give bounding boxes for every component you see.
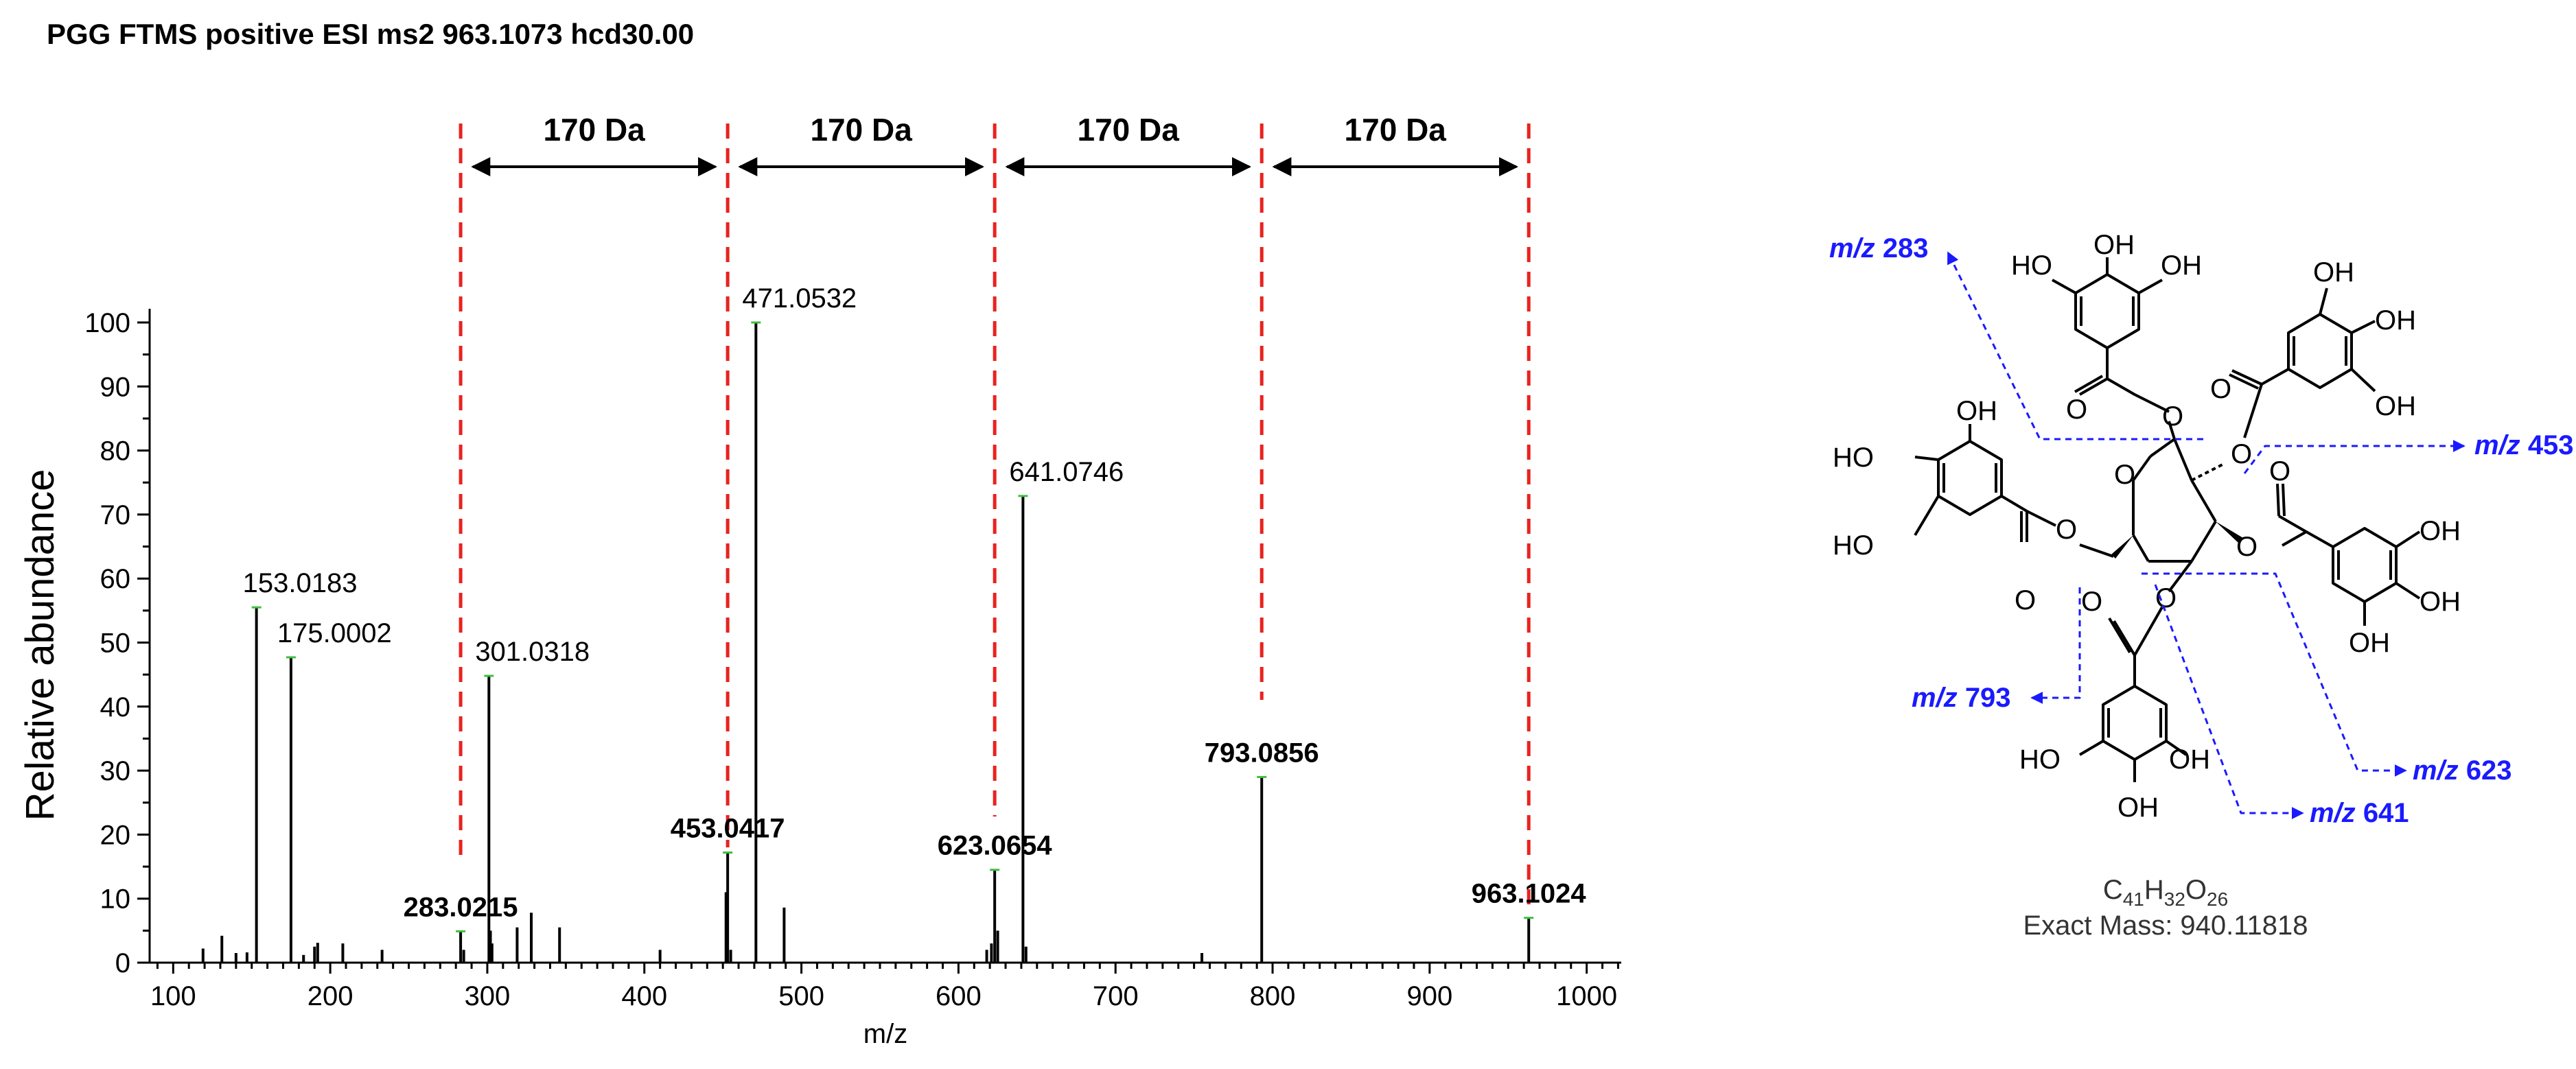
x-tick-label: 500 bbox=[778, 981, 824, 1011]
x-tick-label: 900 bbox=[1406, 981, 1452, 1011]
x-tick-label: 600 bbox=[936, 981, 982, 1011]
atom-oh: OH bbox=[2420, 587, 2461, 617]
fragment-label-453: m/z 453 bbox=[2474, 430, 2574, 460]
atom-oh: OH bbox=[2375, 305, 2416, 336]
y-tick-label: 70 bbox=[100, 500, 131, 530]
galloyl-bottom bbox=[2078, 607, 2188, 782]
y-tick-label: 50 bbox=[100, 629, 131, 659]
atom-ho: HO bbox=[1833, 443, 1874, 473]
atom-o: O bbox=[2066, 395, 2087, 425]
galloyl-top bbox=[2052, 257, 2170, 413]
chart-title: PGG FTMS positive ESI ms2 963.1073 hcd30… bbox=[47, 18, 694, 50]
atom-oh: OH bbox=[2349, 628, 2390, 658]
atom-ho: HO bbox=[2011, 250, 2052, 281]
fragment-line-623 bbox=[2142, 572, 2407, 777]
peak-label: 793.0856 bbox=[1205, 738, 1319, 768]
mass-difference-label: 170 Da bbox=[1345, 112, 1447, 148]
fragment-label-623: m/z 623 bbox=[2413, 755, 2512, 786]
x-ticks: 100 200 300 400 500 600 700 800 900 1000 bbox=[150, 963, 1619, 1011]
peak-label: 453.0417 bbox=[671, 814, 785, 844]
y-axis-label: Relative abundance bbox=[18, 469, 62, 821]
atom-ho: HO bbox=[1833, 530, 1874, 561]
peak-label: 153.0183 bbox=[243, 568, 358, 598]
y-tick-label: 90 bbox=[100, 372, 131, 402]
y-tick-label: 40 bbox=[100, 692, 131, 723]
peak-labels: 153.0183 175.0002 301.0318 471.0532 641.0746… bbox=[243, 283, 1587, 922]
mass-difference-dividers bbox=[459, 124, 1531, 906]
spectrum-chart: 170 Da 170 Da 170 Da 170 Da 153.0183 175.000… bbox=[18, 112, 1621, 1049]
fragment-line-453 bbox=[2243, 440, 2465, 474]
molecular-formula: C41H32O26 bbox=[2103, 875, 2228, 910]
galloyl-left bbox=[1914, 424, 2056, 542]
x-axis-label: m/z bbox=[863, 1019, 907, 1049]
atom-oh: OH bbox=[2093, 230, 2135, 260]
y-tick-label: 0 bbox=[115, 948, 130, 978]
y-tick-label: 100 bbox=[84, 308, 130, 338]
atom-oh: OH bbox=[2161, 250, 2202, 281]
atom-o: O bbox=[2236, 532, 2258, 562]
y-tick-label: 10 bbox=[100, 884, 131, 915]
y-tick-label: 60 bbox=[100, 564, 131, 594]
x-tick-label: 700 bbox=[1093, 981, 1139, 1011]
y-tick-label: 20 bbox=[100, 820, 131, 850]
x-tick-label: 200 bbox=[308, 981, 353, 1011]
spectrum-peaks bbox=[201, 322, 1531, 963]
atom-labels: OH HO OH O O OH OH OH O O OH HO HO O O O… bbox=[1833, 230, 2461, 823]
peak-label: 175.0002 bbox=[277, 618, 392, 648]
x-tick-label: 800 bbox=[1250, 981, 1296, 1011]
fragment-label-793: m/z 793 bbox=[1912, 683, 2011, 713]
fragment-labels: m/z 283 m/z 453 m/z 793 m/z 623 m/z 641 bbox=[1829, 233, 2574, 828]
fragment-line-283 bbox=[1947, 251, 2203, 440]
pgg-structure: OH HO OH O O OH OH OH O O OH HO HO O O O… bbox=[1829, 230, 2574, 941]
mass-difference-label: 170 Da bbox=[1078, 112, 1180, 148]
atom-o: O bbox=[2056, 515, 2077, 545]
atom-oh: OH bbox=[2169, 744, 2210, 775]
galloyl-lower-right bbox=[2276, 483, 2421, 626]
peak-label: 641.0746 bbox=[1009, 457, 1124, 487]
atom-oh: OH bbox=[2420, 516, 2461, 546]
peak-label: 301.0318 bbox=[475, 637, 590, 667]
atom-oh: OH bbox=[1956, 396, 1997, 426]
atom-ho: HO bbox=[2019, 744, 2061, 775]
fragment-lines bbox=[1947, 251, 2465, 819]
peak-apex-markers bbox=[251, 321, 1534, 932]
mass-difference-annotations: 170 Da 170 Da 170 Da 170 Da bbox=[471, 112, 1519, 176]
peak-label: 963.1024 bbox=[1472, 879, 1587, 909]
atom-o: O bbox=[2162, 401, 2183, 432]
atom-o: O bbox=[2081, 587, 2102, 617]
y-tick-label: 80 bbox=[100, 436, 131, 467]
atom-o: O bbox=[2114, 460, 2135, 490]
y-ticks: 0 10 20 30 40 50 60 70 80 90 100 bbox=[84, 308, 150, 978]
fragment-line-641 bbox=[2154, 584, 2304, 819]
glucose-core bbox=[2079, 421, 2243, 593]
atom-o: O bbox=[2015, 585, 2036, 615]
y-tick-label: 30 bbox=[100, 756, 131, 786]
fragment-label-641: m/z 641 bbox=[2310, 798, 2409, 828]
galloyl-upper-right bbox=[2229, 287, 2376, 438]
atom-o: O bbox=[2269, 456, 2290, 486]
atom-oh: OH bbox=[2313, 257, 2354, 287]
x-tick-label: 300 bbox=[465, 981, 511, 1011]
peak-label: 623.0654 bbox=[938, 831, 1053, 861]
x-tick-label: 100 bbox=[150, 981, 196, 1011]
atom-o: O bbox=[2155, 583, 2177, 613]
peak-label: 283.0215 bbox=[404, 892, 518, 922]
atom-oh: OH bbox=[2117, 792, 2159, 823]
peak-label: 471.0532 bbox=[742, 283, 857, 314]
mass-difference-label: 170 Da bbox=[543, 112, 645, 148]
atom-o: O bbox=[2210, 374, 2231, 404]
exact-mass: Exact Mass: 940.11818 bbox=[2023, 911, 2308, 941]
fragment-line-793 bbox=[2030, 587, 2081, 704]
mass-difference-label: 170 Da bbox=[810, 112, 912, 148]
x-tick-label: 400 bbox=[621, 981, 667, 1011]
x-tick-label: 1000 bbox=[1556, 981, 1617, 1011]
atom-oh: OH bbox=[2375, 391, 2416, 421]
atom-o: O bbox=[2231, 439, 2252, 469]
fragment-label-283: m/z 283 bbox=[1829, 233, 1929, 263]
